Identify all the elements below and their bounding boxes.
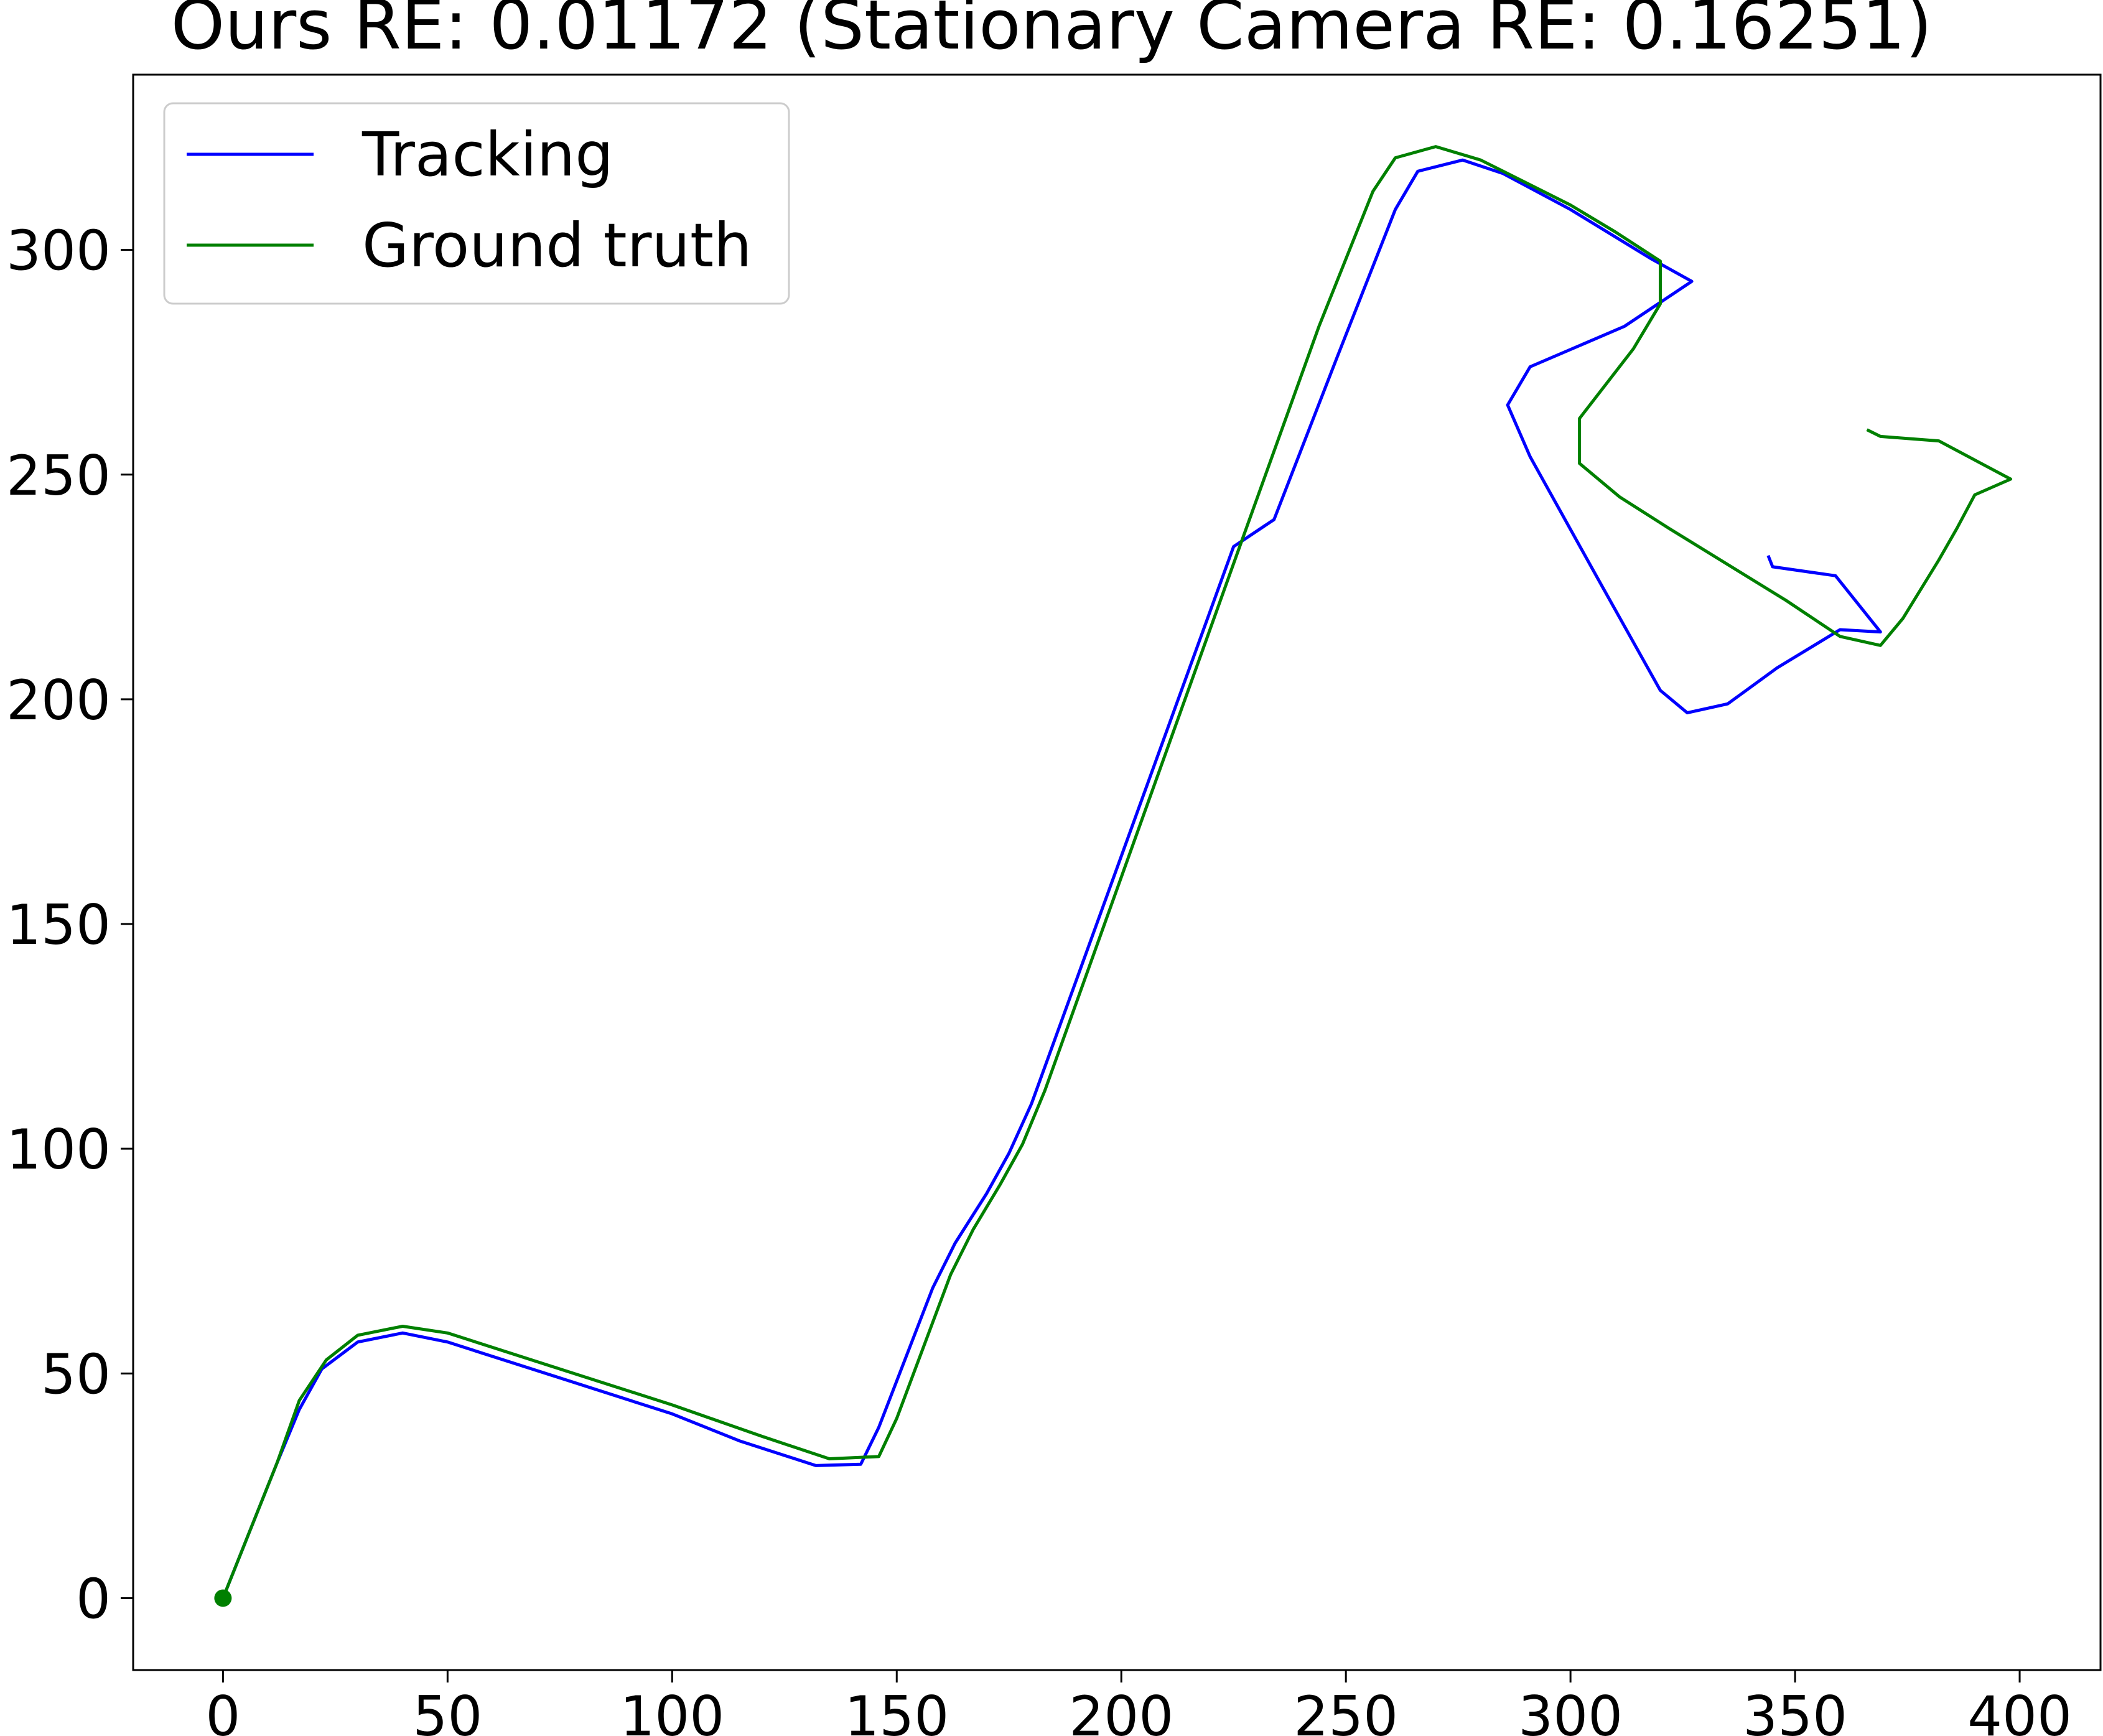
x-axis: 0 50 100 150 200 250 300 350 400 — [205, 1670, 2072, 1736]
series-line-0 — [221, 158, 1882, 1599]
x-tick-label: 400 — [1967, 1684, 2072, 1736]
series-line-1 — [221, 145, 2013, 1599]
y-axis: 0 50 100 150 200 250 300 — [6, 219, 133, 1631]
chart-title: Ours RE: 0.01172 (Stationary Camera RE: … — [171, 0, 1933, 65]
legend-label-1: Ground truth — [362, 210, 752, 281]
y-tick-label: 150 — [6, 893, 111, 957]
x-tick-label: 100 — [620, 1684, 724, 1736]
legend: Tracking Ground truth — [163, 102, 790, 305]
x-tick-label: 200 — [1069, 1684, 1173, 1736]
y-tick-label: 200 — [6, 668, 111, 732]
y-tick-label: 100 — [6, 1118, 111, 1182]
x-tick-label: 150 — [844, 1684, 949, 1736]
x-tick-label: 250 — [1294, 1684, 1398, 1736]
x-tick-label: 300 — [1518, 1684, 1623, 1736]
series-layer — [214, 145, 2013, 1607]
x-tick-label: 0 — [205, 1684, 240, 1736]
y-tick-label: 50 — [41, 1342, 111, 1406]
legend-label-0: Tracking — [361, 119, 613, 190]
x-tick-label: 350 — [1743, 1684, 1847, 1736]
y-tick-label: 250 — [6, 444, 111, 508]
y-tick-label: 300 — [6, 219, 111, 283]
start-point-marker — [214, 1589, 232, 1607]
legend-box — [163, 102, 790, 305]
y-tick-label: 0 — [76, 1567, 111, 1631]
plot-area-frame — [132, 73, 2102, 1671]
x-tick-label: 50 — [413, 1684, 482, 1736]
